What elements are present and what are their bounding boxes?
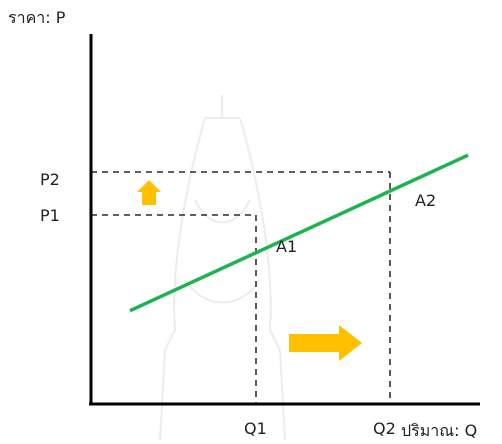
watermark: [159, 95, 286, 440]
tick-label-p2: P2: [40, 170, 60, 189]
y-axis-label: ราคา: P: [8, 8, 66, 27]
point-label-a2: A2: [415, 191, 437, 210]
supply-line: [129, 153, 469, 313]
tick-label-p1: P1: [40, 206, 60, 225]
x-axis-label: ปริมาณ: Q: [401, 421, 478, 440]
right-arrow-icon: [289, 325, 362, 361]
tick-label-q1: Q1: [244, 419, 267, 438]
tick-label-q2: Q2: [373, 419, 396, 438]
up-arrow-icon: [137, 180, 161, 205]
point-label-a1: A1: [276, 237, 298, 256]
